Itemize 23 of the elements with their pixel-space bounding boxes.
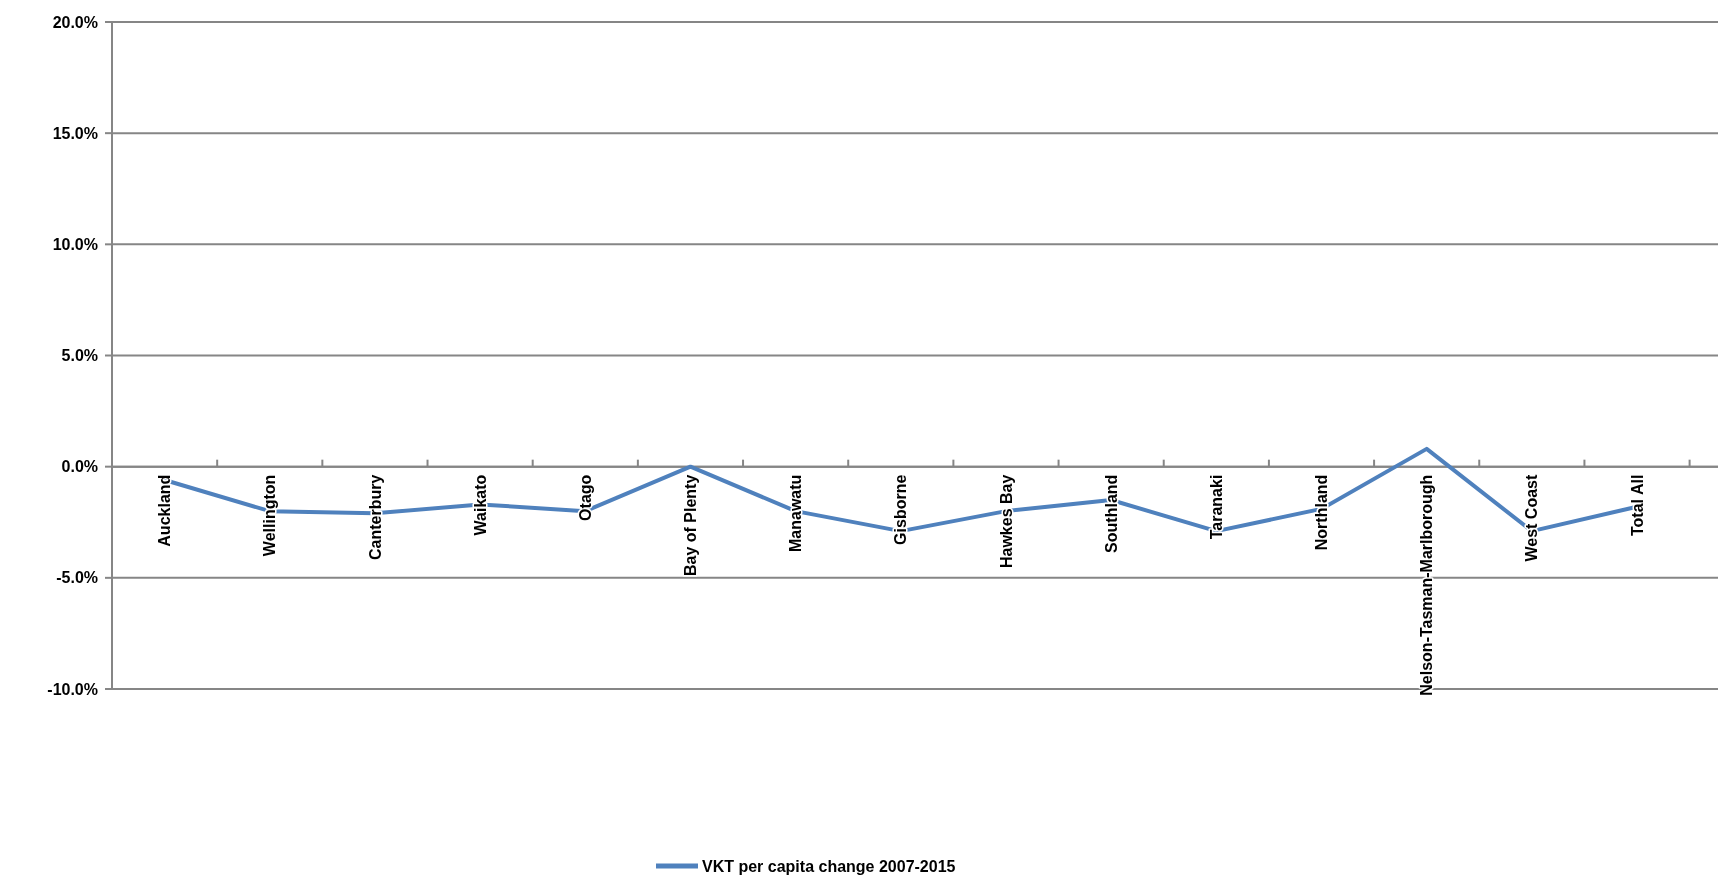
y-tick-label: 5.0% [61, 347, 98, 365]
y-tick-label: 15.0% [52, 124, 98, 142]
x-tick-label: Northland [1313, 474, 1331, 551]
y-tick-label: 20.0% [52, 13, 98, 31]
legend-label: VKT per capita change 2007-2015 [702, 857, 956, 875]
x-tick-label: Canterbury [366, 474, 384, 561]
x-tick-label: West Coast [1523, 474, 1541, 562]
x-tick-label: Gisborne [892, 474, 910, 545]
y-tick-label: -10.0% [47, 680, 98, 698]
x-tick-label: Waikato [471, 474, 489, 536]
x-tick-label: Nelson-Tasman-Marlborough [1418, 474, 1436, 696]
x-tick-label: Hawkes Bay [997, 474, 1015, 569]
x-tick-label: Auckland [156, 474, 174, 547]
y-tick-label: 0.0% [61, 458, 98, 476]
x-tick-label: Otago [576, 474, 594, 521]
y-tick-label: -5.0% [56, 569, 98, 587]
x-tick-label: Wellington [261, 474, 279, 557]
x-tick-label: Bay of Plenty [682, 474, 700, 577]
x-tick-label: Total All [1628, 474, 1646, 536]
x-tick-label: Taranaki [1207, 474, 1225, 540]
x-tick-label: Southland [1102, 474, 1120, 553]
y-tick-label: 10.0% [52, 235, 98, 253]
x-tick-label: Manawatu [787, 474, 805, 553]
